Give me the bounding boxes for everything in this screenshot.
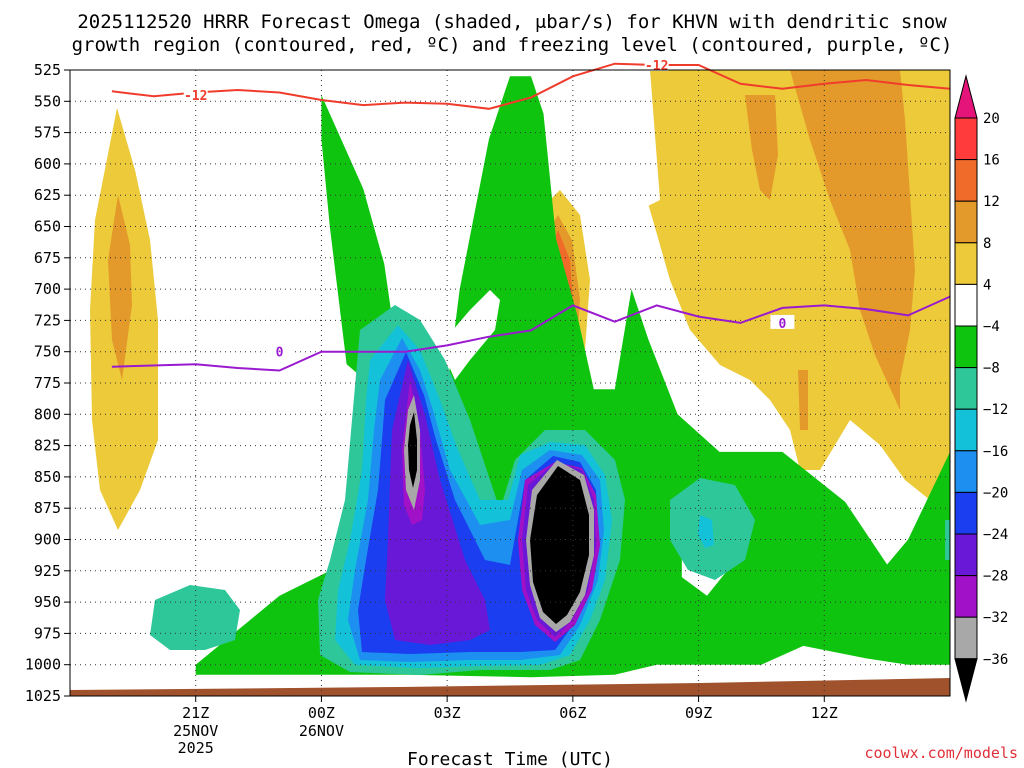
x-axis-label: Forecast Time (UTC): [407, 749, 613, 768]
shade-region: [440, 290, 500, 380]
colorbar-cap-top: [954, 74, 978, 119]
y-tick-label: 925: [34, 562, 61, 580]
x-tick-label: 09Z: [685, 704, 712, 722]
colorbar-tick-label: −24: [983, 527, 1008, 543]
shade-region: [70, 420, 375, 696]
contour-lines: -12 -12 0 0: [111, 56, 951, 372]
shade-region: [408, 412, 417, 488]
shade-region: [560, 70, 660, 210]
y-tick-label: 1025: [25, 687, 61, 705]
colorbar-swatch: [954, 408, 978, 452]
contour-line: [111, 62, 951, 110]
x-tick-label: 06Z: [559, 704, 586, 722]
contour-label-bg: [183, 87, 208, 102]
colorbar-swatch: [954, 283, 978, 327]
y-tick-label: 575: [34, 124, 61, 142]
colorbar-swatch: [954, 575, 978, 618]
y-axis: 525 550 575 600 625 650 675 700 725 750 775 800 825 8…: [25, 61, 70, 705]
colorbar-tick-label: 16: [983, 153, 1000, 169]
y-tick-label: 875: [34, 499, 61, 517]
colorbar-swatch: [954, 450, 978, 493]
colorbar-tick-label: 8: [983, 236, 991, 252]
chart-title-line1: 2025112520 HRRR Forecast Omega (shaded, …: [77, 11, 947, 33]
colorbar-tick-label: −12: [983, 402, 1008, 418]
shade-region: [321, 95, 397, 390]
y-tick-label: 600: [34, 155, 61, 173]
x-tick-date-label: 25NOV: [173, 722, 218, 740]
shade-region: [745, 95, 778, 200]
y-tick-label: 750: [34, 343, 61, 361]
contour-label-bg: [644, 56, 669, 71]
shade-region: [150, 585, 240, 650]
y-tick-label: 850: [34, 468, 61, 486]
contour-label-bg: [770, 314, 795, 329]
shade-region: [798, 370, 808, 430]
colorbar-tick-label: −20: [983, 485, 1008, 501]
y-tick-label: 775: [34, 374, 61, 392]
colorbar-tick-label: −4: [983, 319, 1000, 335]
contour-label: -12: [645, 59, 668, 74]
contour-label-bg: [267, 343, 292, 358]
colorbar-tick-label: 12: [983, 194, 1000, 210]
y-tick-label: 675: [34, 249, 61, 267]
colorbar-tick-label: −8: [983, 361, 1000, 377]
colorbar-tick-label: 20: [983, 111, 1000, 127]
colorbar-tick-label: −36: [983, 652, 1008, 668]
x-tick-date-label: 26NOV: [299, 722, 344, 740]
y-tick-label: 975: [34, 624, 61, 642]
shade-region: [530, 466, 589, 624]
colorbar-cap-bottom: [954, 658, 978, 703]
contour-label: 0: [778, 317, 786, 332]
colorbar-tick-label: −16: [983, 444, 1008, 460]
x-tick-label: 21Z: [182, 704, 209, 722]
colorbar-swatch: [954, 242, 978, 285]
colorbar-swatch: [954, 367, 978, 410]
shade-region: [108, 195, 132, 380]
colorbar: 20 16 12 8 4 −4 −8 −12 −16 −20 −24 −28 −32 −36: [954, 74, 1008, 703]
colorbar-swatch: [954, 200, 978, 244]
shade-region: [945, 520, 950, 560]
y-tick-label: 725: [34, 311, 61, 329]
y-tick-label: 700: [34, 280, 61, 298]
colorbar-swatch: [954, 159, 978, 202]
x-tick-label: 00Z: [308, 704, 335, 722]
contour-label: -12: [184, 89, 207, 104]
colorbar-swatch: [954, 491, 978, 535]
x-tick-label: 03Z: [434, 704, 461, 722]
ground-surface: [70, 678, 950, 696]
contour-line: [111, 295, 951, 372]
y-tick-label: 825: [34, 437, 61, 455]
shade-region: [790, 70, 915, 410]
y-tick-label: 950: [34, 593, 61, 611]
x-tick-year-label: 2025: [178, 739, 214, 757]
colorbar-swatch: [954, 325, 978, 369]
y-tick-label: 800: [34, 405, 61, 423]
colorbar-swatch: [954, 117, 978, 161]
y-tick-label: 650: [34, 218, 61, 236]
y-tick-label: 900: [34, 531, 61, 549]
watermark: coolwx.com/models: [864, 744, 1018, 762]
y-tick-label: 525: [34, 61, 61, 79]
colorbar-tick-label: 4: [983, 277, 991, 293]
contour-label: 0: [276, 346, 284, 361]
y-tick-label: 1000: [25, 656, 61, 674]
y-tick-label: 550: [34, 92, 61, 110]
plot-area: -12 -12 0 0: [69, 56, 951, 697]
colorbar-swatch: [954, 533, 978, 577]
colorbar-swatch: [954, 616, 978, 660]
x-tick-label: 12Z: [811, 704, 838, 722]
colorbar-tick-label: −28: [983, 569, 1008, 585]
chart-title-line2: growth region (contoured, red, ºC) and f…: [72, 34, 953, 56]
omega-shading: [70, 70, 950, 696]
y-tick-label: 625: [34, 186, 61, 204]
colorbar-tick-label: −32: [983, 610, 1008, 626]
